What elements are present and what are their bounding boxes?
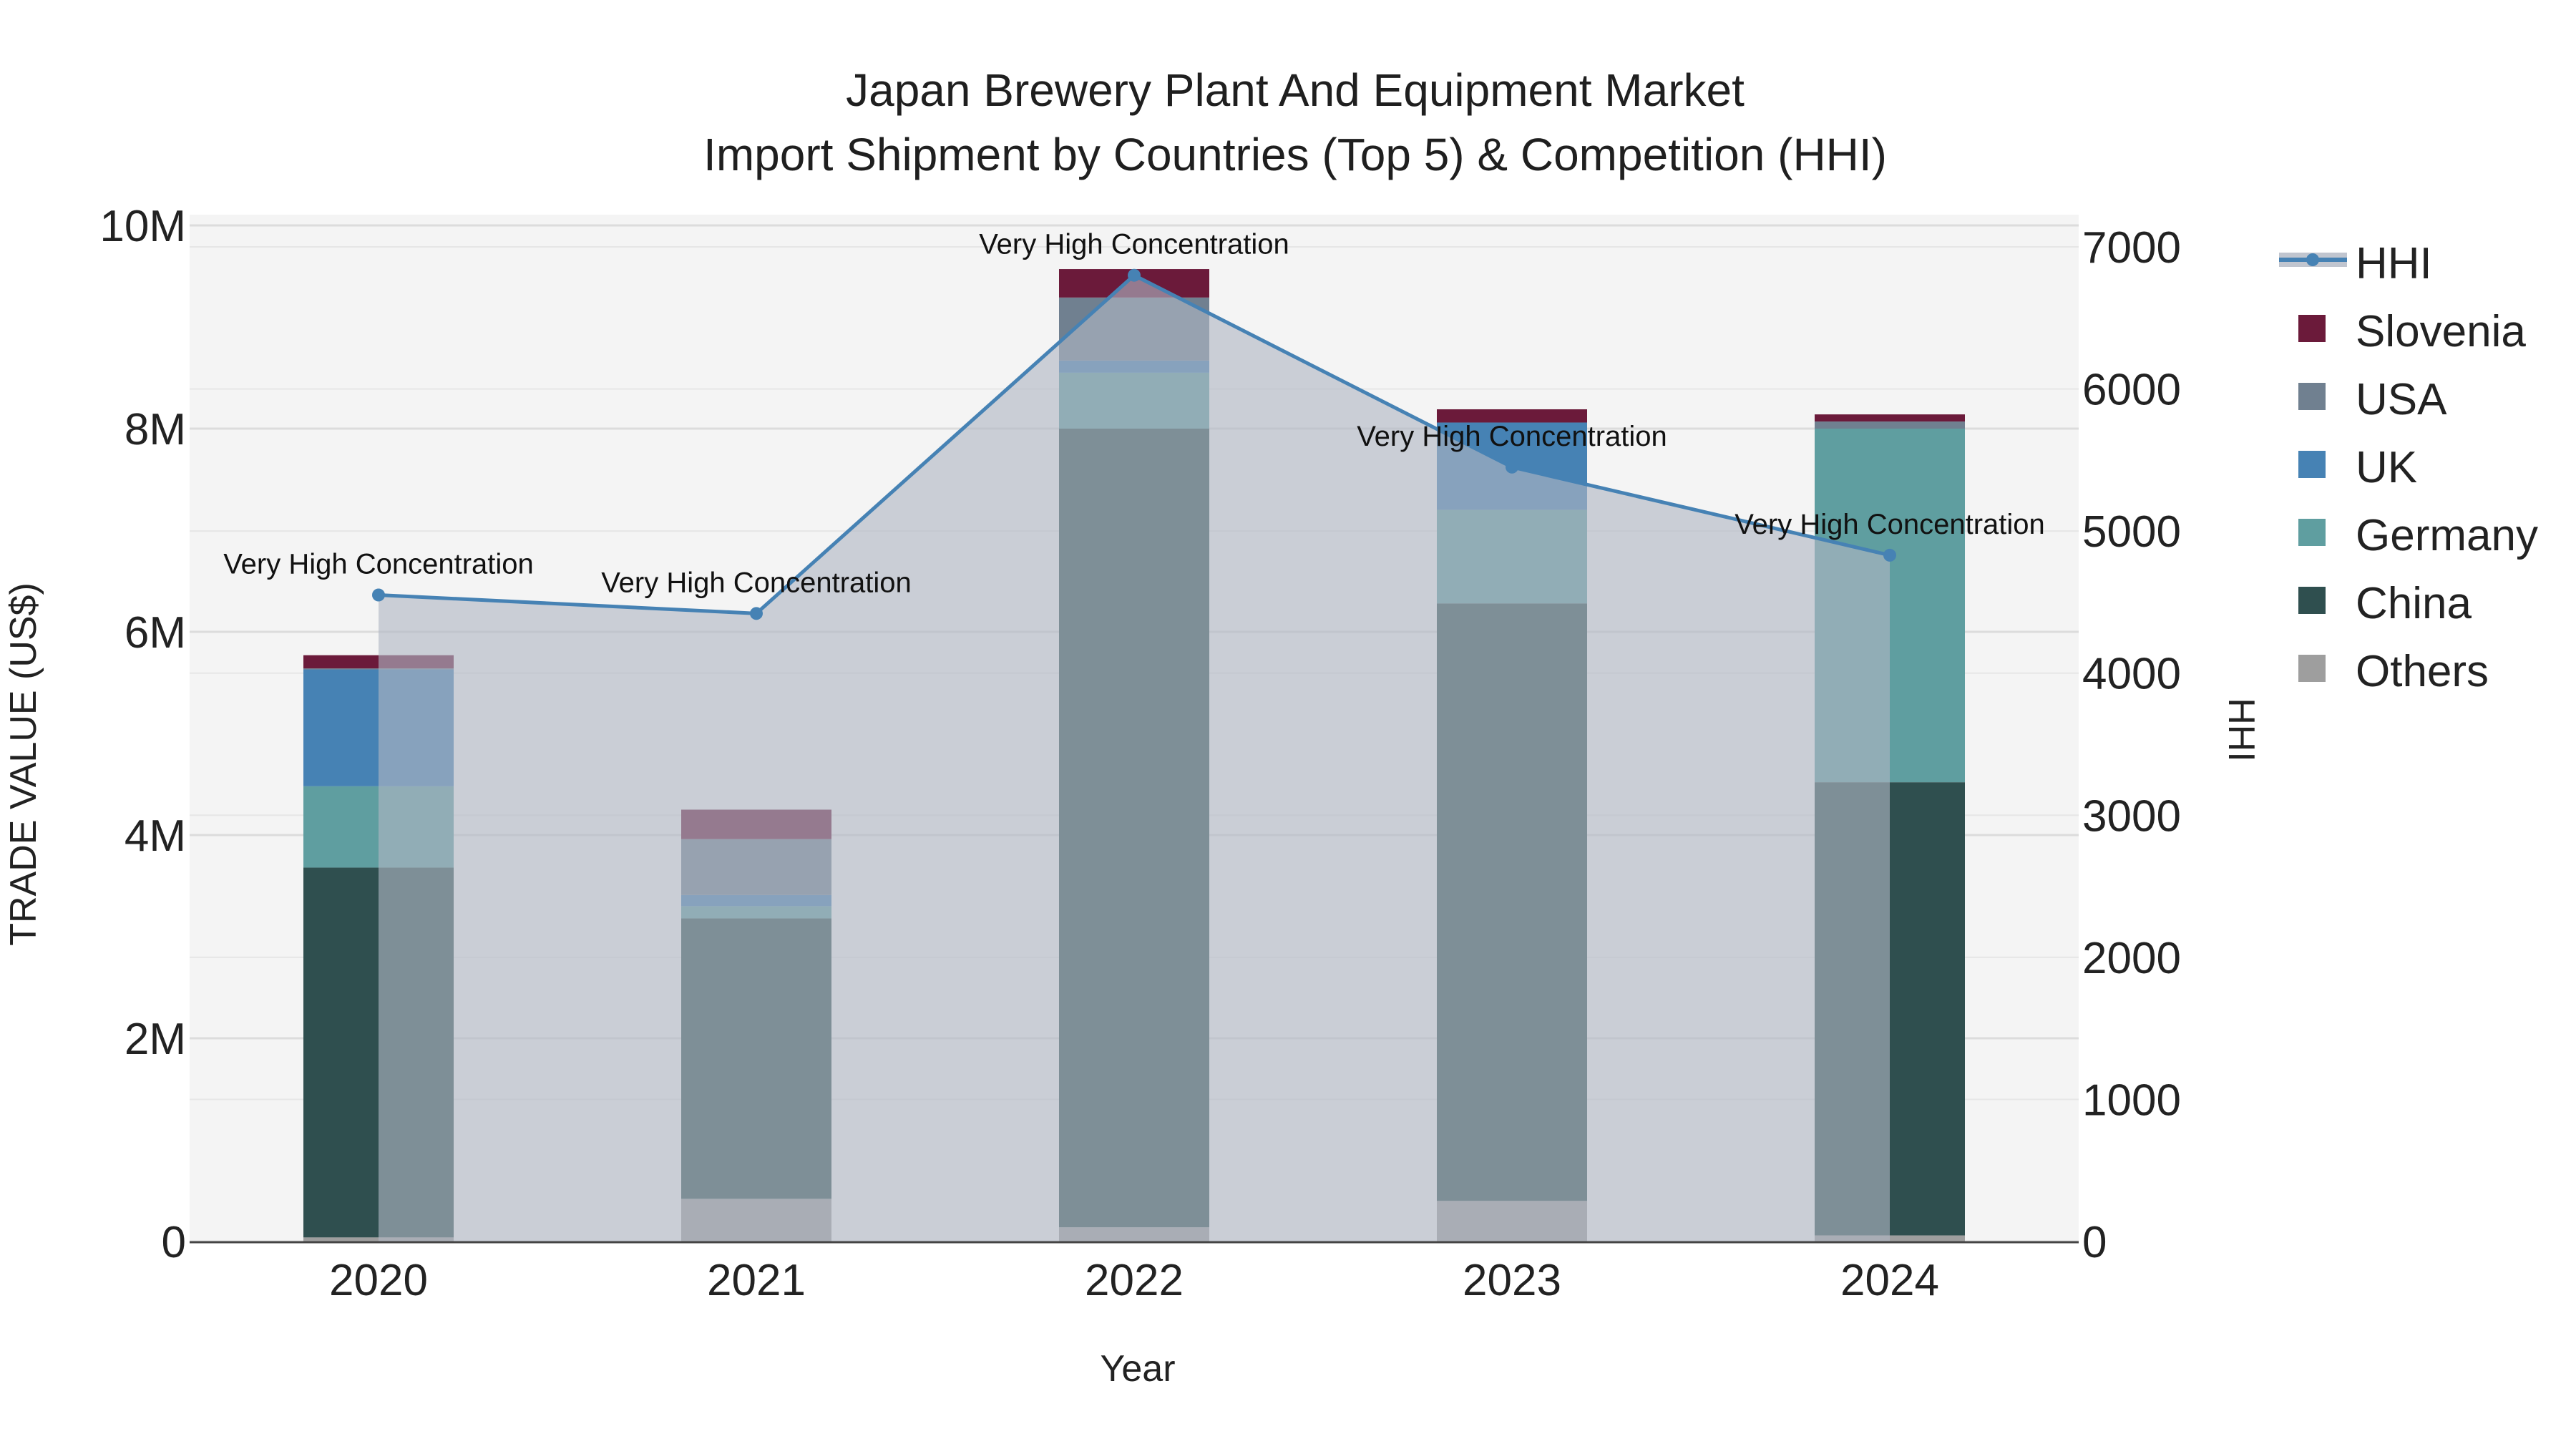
y-axis-ticks: 0 2M 4M 6M 8M 10M — [99, 202, 186, 1267]
x-axis-title: Year — [1100, 1348, 1175, 1390]
legend-label-germany: Germany — [2356, 511, 2538, 560]
hhi-point-2022 — [1128, 268, 1141, 282]
y-tick-label: 4M — [125, 811, 186, 861]
y2-axis-title: HHI — [2220, 698, 2262, 762]
y2-tick-label: 4000 — [2082, 650, 2181, 699]
hhi-point-2021 — [750, 607, 763, 620]
x-axis-ticks: 2020 2021 2022 2023 2024 — [329, 1256, 1939, 1305]
legend-label-others: Others — [2356, 647, 2489, 696]
legend-item-germany: Germany — [2298, 511, 2538, 560]
legend-swatch-china — [2298, 587, 2326, 614]
x-tick-label: 2020 — [329, 1256, 428, 1305]
hhi-annotation-2024: Very High Concentration — [1735, 509, 2045, 540]
y2-tick-label: 0 — [2082, 1218, 2107, 1267]
legend-swatch-hhi-marker — [2306, 253, 2319, 266]
hhi-point-2024 — [1883, 548, 1896, 562]
y-tick-label: 6M — [125, 608, 186, 658]
legend-swatch-uk — [2298, 451, 2326, 478]
x-tick-label: 2021 — [707, 1256, 806, 1305]
legend-swatch-usa — [2298, 383, 2326, 410]
bar-slovenia-2024 — [1815, 414, 1965, 422]
hhi-line-series — [372, 268, 1896, 1241]
legend-swatch-germany — [2298, 519, 2326, 546]
y2-tick-label: 2000 — [2082, 934, 2181, 983]
y2-tick-label: 1000 — [2082, 1075, 2181, 1125]
hhi-area-fill — [379, 275, 1890, 1241]
y-tick-label: 2M — [125, 1015, 186, 1064]
y-tick-label: 0 — [162, 1218, 186, 1267]
chart-subtitle: Import Shipment by Countries (Top 5) & C… — [703, 129, 1887, 180]
chart-title: Japan Brewery Plant And Equipment Market — [846, 64, 1745, 116]
legend-label-uk: UK — [2356, 443, 2417, 492]
legend-label-hhi: HHI — [2356, 239, 2432, 288]
x-tick-label: 2022 — [1085, 1256, 1184, 1305]
y2-tick-label: 7000 — [2082, 223, 2181, 273]
bar-slovenia-2023 — [1437, 409, 1587, 423]
legend-swatch-slovenia — [2298, 315, 2326, 342]
hhi-annotation-2022: Very High Concentration — [979, 229, 1289, 260]
y2-tick-label: 3000 — [2082, 791, 2181, 841]
legend-item-slovenia: Slovenia — [2298, 307, 2526, 356]
legend-label-china: China — [2356, 579, 2472, 628]
legend-item-hhi: HHI — [2279, 239, 2432, 288]
y-axis-title: TRADE VALUE (US$) — [3, 582, 44, 946]
hhi-point-2020 — [372, 588, 385, 602]
bar-usa-2024 — [1815, 421, 1965, 429]
hhi-annotation-2020: Very High Concentration — [223, 549, 534, 580]
x-tick-label: 2024 — [1840, 1256, 1939, 1305]
legend: HHI Slovenia USA UK Germany China Others — [2279, 239, 2538, 696]
y2-tick-label: 6000 — [2082, 366, 2181, 415]
hhi-point-2023 — [1506, 460, 1518, 474]
legend-item-usa: USA — [2298, 375, 2447, 424]
legend-label-slovenia: Slovenia — [2356, 307, 2526, 356]
y-tick-label: 10M — [99, 202, 186, 251]
hhi-annotations: Very High Concentration Very High Concent… — [223, 229, 2045, 599]
legend-item-others: Others — [2298, 647, 2489, 696]
x-tick-label: 2023 — [1463, 1256, 1561, 1305]
hhi-annotation-2023: Very High Concentration — [1357, 421, 1667, 452]
legend-item-uk: UK — [2298, 443, 2417, 492]
y-tick-label: 8M — [125, 405, 186, 454]
hhi-annotation-2021: Very High Concentration — [601, 567, 912, 598]
legend-swatch-others — [2298, 655, 2326, 682]
y2-axis-ticks: 0 1000 2000 3000 4000 5000 6000 7000 — [2082, 223, 2181, 1267]
legend-label-usa: USA — [2356, 375, 2447, 424]
y2-tick-label: 5000 — [2082, 507, 2181, 557]
legend-item-china: China — [2298, 579, 2472, 628]
